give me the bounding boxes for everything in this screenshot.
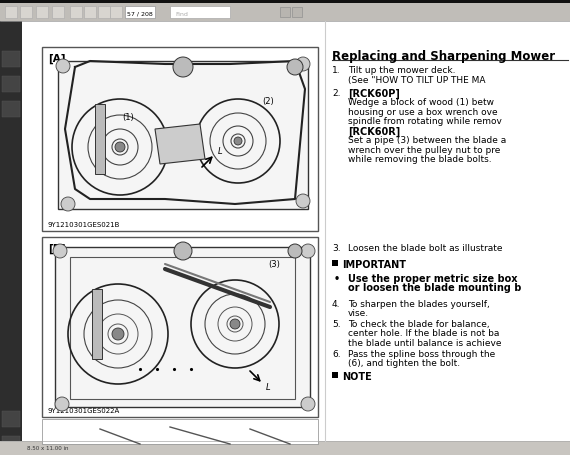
Text: 2.: 2.	[332, 89, 340, 98]
Bar	[280, 8, 290, 18]
Bar	[42, 48, 318, 232]
Text: Find: Find	[175, 11, 188, 16]
Circle shape	[287, 60, 303, 76]
Text: Tilt up the mower deck.: Tilt up the mower deck.	[348, 66, 455, 75]
Text: [B]: [B]	[48, 243, 66, 254]
Text: IMPORTANT: IMPORTANT	[342, 259, 406, 269]
Text: To sharpen the blades yourself,: To sharpen the blades yourself,	[348, 299, 490, 308]
Bar	[332, 260, 338, 267]
Bar	[125, 7, 155, 19]
Bar	[52, 7, 64, 19]
Bar	[70, 7, 82, 19]
Text: Use the proper metric size box: Use the proper metric size box	[348, 273, 518, 283]
Text: L: L	[266, 383, 271, 392]
Circle shape	[56, 60, 70, 74]
Circle shape	[301, 244, 315, 258]
Text: (1): (1)	[122, 113, 134, 122]
Text: (6), and tighten the bolt.: (6), and tighten the bolt.	[348, 359, 460, 368]
Bar	[42, 419, 318, 444]
Bar	[2, 436, 20, 452]
Circle shape	[115, 143, 125, 153]
Text: 9Y1210301GES022A: 9Y1210301GES022A	[48, 407, 120, 413]
Text: •: •	[334, 273, 340, 283]
Text: 8.50 x 11.00 in: 8.50 x 11.00 in	[27, 445, 68, 450]
Bar	[2, 411, 20, 427]
Circle shape	[296, 58, 310, 72]
Circle shape	[173, 58, 193, 78]
Text: [RCK60P]: [RCK60P]	[348, 89, 400, 99]
Text: Loosen the blade bolt as illustrate: Loosen the blade bolt as illustrate	[348, 243, 503, 253]
Bar	[0, 22, 22, 441]
Circle shape	[174, 243, 192, 260]
Text: wrench over the pulley nut to pre: wrench over the pulley nut to pre	[348, 146, 500, 155]
Bar	[92, 289, 102, 359]
Text: 3.: 3.	[332, 243, 341, 253]
Circle shape	[234, 138, 242, 146]
Text: [A]: [A]	[48, 54, 66, 64]
Bar	[2, 52, 20, 68]
Polygon shape	[58, 62, 308, 210]
Text: 4.: 4.	[332, 299, 340, 308]
Polygon shape	[55, 248, 310, 407]
Text: Wedge a block of wood (1) betw: Wedge a block of wood (1) betw	[348, 98, 494, 107]
Bar	[20, 7, 32, 19]
Circle shape	[61, 197, 75, 212]
Text: NOTE: NOTE	[342, 371, 372, 381]
Text: (3): (3)	[268, 260, 280, 269]
Text: Pass the spline boss through the: Pass the spline boss through the	[348, 349, 495, 358]
Bar	[0, 0, 570, 4]
Bar	[170, 7, 230, 19]
Text: Replacing and Sharpening Mower: Replacing and Sharpening Mower	[332, 50, 555, 63]
Text: 57 / 208: 57 / 208	[127, 11, 153, 16]
Text: [RCK60R]: [RCK60R]	[348, 127, 400, 137]
Circle shape	[301, 397, 315, 411]
Text: vise.: vise.	[348, 309, 369, 318]
Text: To check the blade for balance,: To check the blade for balance,	[348, 319, 490, 328]
Text: 6.: 6.	[332, 349, 341, 358]
Bar	[2, 102, 20, 118]
Text: L: L	[218, 147, 223, 156]
Bar	[5, 7, 17, 19]
Bar	[110, 7, 122, 19]
Circle shape	[53, 244, 67, 258]
Text: 9Y1210301GES021B: 9Y1210301GES021B	[48, 222, 120, 228]
Text: spindle from rotating while remov: spindle from rotating while remov	[348, 117, 502, 126]
Text: the blade until balance is achieve: the blade until balance is achieve	[348, 338, 502, 347]
Text: Set a pipe (3) between the blade a: Set a pipe (3) between the blade a	[348, 136, 506, 145]
Text: 1.: 1.	[332, 66, 341, 75]
Text: or loosen the blade mounting b: or loosen the blade mounting b	[348, 283, 522, 293]
Bar	[95, 105, 105, 175]
Circle shape	[55, 397, 69, 411]
Text: 5.: 5.	[332, 319, 341, 328]
Bar	[332, 372, 338, 378]
Text: housing or use a box wrench ove: housing or use a box wrench ove	[348, 108, 498, 117]
Polygon shape	[155, 125, 205, 165]
Circle shape	[230, 319, 240, 329]
Text: center hole. If the blade is not ba: center hole. If the blade is not ba	[348, 329, 499, 338]
Text: while removing the blade bolts.: while removing the blade bolts.	[348, 155, 491, 164]
Bar	[98, 7, 110, 19]
Text: (See "HOW TO TILT UP THE MA: (See "HOW TO TILT UP THE MA	[348, 76, 486, 84]
Circle shape	[112, 328, 124, 340]
Bar	[2, 77, 20, 93]
Bar	[0, 441, 570, 455]
Circle shape	[288, 244, 302, 258]
Bar	[0, 4, 570, 22]
Circle shape	[296, 195, 310, 208]
Bar	[36, 7, 48, 19]
Bar	[42, 238, 318, 417]
Bar	[292, 8, 302, 18]
Bar	[84, 7, 96, 19]
Text: (2): (2)	[262, 97, 274, 106]
